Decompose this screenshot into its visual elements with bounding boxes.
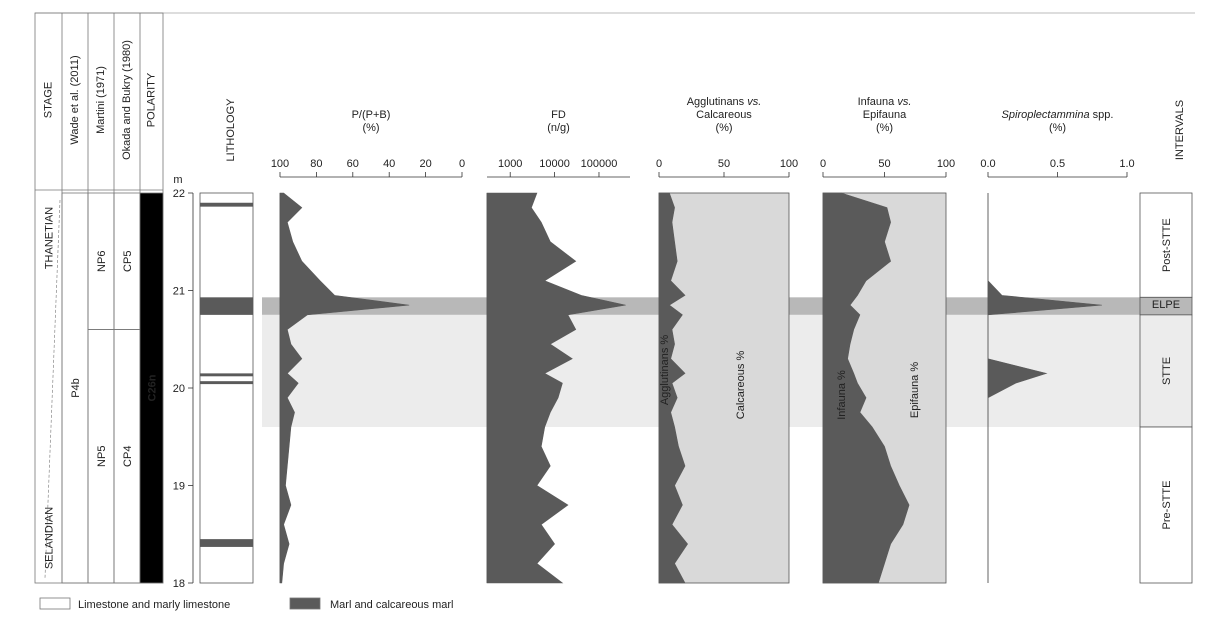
interval-box bbox=[1139, 426, 1193, 584]
panel-title: P/(P+B) bbox=[352, 109, 391, 121]
value-tick-label: 0 bbox=[459, 158, 465, 170]
lithology-header: LITHOLOGY bbox=[225, 98, 237, 162]
value-tick-label: 100 bbox=[271, 158, 289, 170]
panel-title-part: Agglutinans bbox=[687, 96, 748, 108]
strat-unit-label: CP5 bbox=[122, 251, 134, 272]
legend-label: Marl and calcareous marl bbox=[330, 599, 454, 611]
legend-swatch bbox=[39, 597, 71, 610]
marl-bed bbox=[200, 373, 253, 377]
value-tick-label: 20 bbox=[419, 158, 431, 170]
strat-unit-label: SELANDIAN bbox=[44, 507, 56, 569]
strat-unit-label: P4b bbox=[70, 378, 82, 398]
panel-title-part: Infauna bbox=[858, 96, 898, 108]
marl-bed bbox=[200, 297, 253, 315]
value-tick-label: 100 bbox=[937, 158, 955, 170]
panel-annotation: Calcareous % bbox=[735, 351, 747, 420]
interval-label: Pre-STTE bbox=[1161, 481, 1173, 530]
panel-title-part: vs. bbox=[747, 96, 761, 108]
depth-tick-label: 20 bbox=[173, 383, 185, 395]
strat-unit-label: THANETIAN bbox=[44, 207, 56, 269]
panel-background bbox=[658, 192, 790, 584]
panel-annotation: Agglutinans % bbox=[659, 335, 671, 406]
depth-tick-label: 19 bbox=[173, 481, 185, 493]
value-tick-label: 50 bbox=[878, 158, 890, 170]
value-tick-label: 0 bbox=[820, 158, 826, 170]
depth-tick-label: 18 bbox=[173, 578, 185, 590]
interval-label: ELPE bbox=[1152, 299, 1180, 311]
panel-title: Spiroplectammina spp. bbox=[1002, 109, 1114, 121]
panel-annotation: Epifauna % bbox=[909, 362, 921, 418]
value-tick-label: 1000 bbox=[498, 158, 522, 170]
panel-title-part: (%) bbox=[362, 122, 379, 134]
profile-area bbox=[486, 192, 626, 584]
marl-bed bbox=[200, 539, 253, 547]
panel-title: FD bbox=[551, 109, 566, 121]
strat-header: Okada and Bukry (1980) bbox=[121, 40, 133, 160]
value-tick-label: 1.0 bbox=[1119, 158, 1134, 170]
panel-title-part: Spiroplectammina bbox=[1002, 109, 1090, 121]
profile-area bbox=[279, 192, 410, 584]
value-tick-label: 40 bbox=[383, 158, 395, 170]
panel-title-part: (%) bbox=[715, 122, 732, 134]
depth-tick-label: 21 bbox=[173, 286, 185, 298]
value-tick-label: 50 bbox=[718, 158, 730, 170]
strat-unit bbox=[139, 192, 164, 584]
panel-title: Epifauna bbox=[863, 109, 907, 121]
intervals-header: INTERVALS bbox=[1174, 100, 1186, 160]
value-tick-label: 0.5 bbox=[1050, 158, 1065, 170]
interval-box bbox=[1139, 192, 1193, 298]
panel-title-part: Epifauna bbox=[863, 109, 907, 121]
interval-label: STTE bbox=[1161, 357, 1173, 385]
panel-title-part: Calcareous bbox=[696, 109, 752, 121]
strat-header: Wade et al. (2011) bbox=[69, 55, 81, 144]
lithology-column bbox=[199, 192, 254, 584]
value-tick-label: 80 bbox=[310, 158, 322, 170]
profile-area bbox=[822, 192, 910, 584]
value-tick-label: 0 bbox=[656, 158, 662, 170]
panel-annotation: Infauna % bbox=[836, 370, 848, 420]
panel-title-part: spp. bbox=[1090, 109, 1114, 121]
value-tick-label: 0.0 bbox=[980, 158, 995, 170]
strat-unit-label: NP5 bbox=[96, 446, 108, 467]
panel-title: (n/g) bbox=[547, 122, 570, 134]
panel-title-part: vs. bbox=[897, 96, 911, 108]
strat-unit-label: NP6 bbox=[96, 251, 108, 272]
strat-unit-label: C26n bbox=[147, 374, 159, 401]
marl-bed bbox=[200, 381, 253, 385]
interval-label: Post-STTE bbox=[1161, 218, 1173, 272]
stage-boundary bbox=[44, 199, 61, 579]
panel-title: (%) bbox=[1049, 122, 1066, 134]
panel-title-part: (%) bbox=[876, 122, 893, 134]
panel-title-part: P/(P+B) bbox=[352, 109, 391, 121]
value-tick-label: 10000 bbox=[539, 158, 570, 170]
profile-area bbox=[658, 192, 688, 584]
value-tick-label: 100000 bbox=[581, 158, 618, 170]
panel-title: Calcareous bbox=[696, 109, 752, 121]
panel-title-part: FD bbox=[551, 109, 566, 121]
interval-box bbox=[1139, 314, 1193, 428]
panel-title: (%) bbox=[715, 122, 732, 134]
panel-title: (%) bbox=[876, 122, 893, 134]
panel-title: Infauna vs. bbox=[858, 96, 912, 108]
legend-label: Limestone and marly limestone bbox=[78, 599, 230, 611]
depth-tick-label: 22 bbox=[173, 188, 185, 200]
strat-header: Martini (1971) bbox=[95, 66, 107, 134]
panel-title-part: (%) bbox=[1049, 122, 1066, 134]
panel-title: (%) bbox=[362, 122, 379, 134]
depth-axis-label: m bbox=[173, 174, 182, 186]
strat-header: POLARITY bbox=[146, 72, 158, 127]
strat-unit-label: CP4 bbox=[122, 446, 134, 467]
legend-swatch bbox=[289, 597, 321, 610]
value-tick-label: 100 bbox=[780, 158, 798, 170]
strat-header: STAGE bbox=[43, 82, 55, 118]
marl-bed bbox=[200, 202, 253, 207]
panel-title: Agglutinans vs. bbox=[687, 96, 762, 108]
panel-title-part: (n/g) bbox=[547, 122, 570, 134]
value-tick-label: 60 bbox=[347, 158, 359, 170]
